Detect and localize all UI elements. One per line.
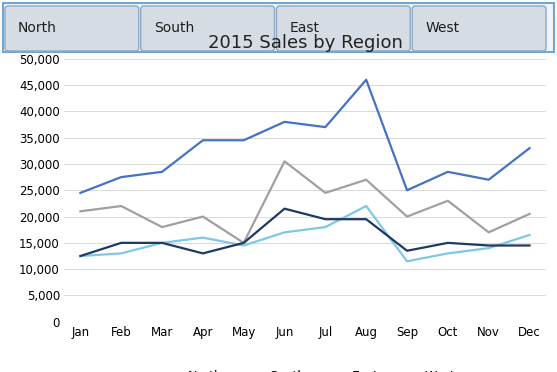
FancyBboxPatch shape	[276, 6, 411, 51]
West	[118, 241, 125, 245]
South	[281, 159, 288, 164]
East	[77, 190, 84, 195]
South	[485, 230, 492, 235]
North	[444, 251, 451, 256]
South	[77, 209, 84, 214]
West	[241, 241, 247, 245]
North	[241, 243, 247, 248]
FancyBboxPatch shape	[3, 3, 554, 52]
North	[199, 235, 206, 240]
East	[485, 177, 492, 182]
Text: South: South	[154, 22, 194, 35]
North	[77, 254, 84, 258]
Line: South: South	[80, 161, 530, 243]
West	[199, 251, 206, 256]
East	[241, 138, 247, 142]
West	[363, 217, 369, 221]
East	[444, 170, 451, 174]
North	[159, 241, 165, 245]
North	[485, 246, 492, 250]
Line: East: East	[80, 80, 530, 193]
South	[199, 214, 206, 219]
South	[241, 241, 247, 245]
East	[199, 138, 206, 142]
Line: North: North	[80, 206, 530, 261]
Text: West: West	[425, 22, 460, 35]
West	[444, 241, 451, 245]
South	[526, 212, 533, 216]
West	[485, 243, 492, 248]
South	[444, 199, 451, 203]
East	[159, 170, 165, 174]
Text: North: North	[18, 22, 57, 35]
West	[526, 243, 533, 248]
FancyBboxPatch shape	[141, 6, 275, 51]
North	[322, 225, 329, 229]
East	[363, 77, 369, 82]
North	[118, 251, 125, 256]
West	[281, 206, 288, 211]
East	[118, 175, 125, 179]
Title: 2015 Sales by Region: 2015 Sales by Region	[208, 33, 402, 52]
Line: West: West	[80, 209, 530, 256]
South	[118, 204, 125, 208]
North	[281, 230, 288, 235]
East	[322, 125, 329, 129]
East	[281, 120, 288, 124]
South	[322, 190, 329, 195]
Legend: North, South, East, West: North, South, East, West	[149, 365, 461, 372]
North	[363, 204, 369, 208]
West	[159, 241, 165, 245]
West	[77, 254, 84, 258]
North	[404, 259, 411, 263]
East	[404, 188, 411, 192]
West	[322, 217, 329, 221]
South	[159, 225, 165, 229]
South	[363, 177, 369, 182]
East	[526, 146, 533, 150]
West	[404, 248, 411, 253]
South	[404, 214, 411, 219]
FancyBboxPatch shape	[412, 6, 546, 51]
FancyBboxPatch shape	[5, 6, 139, 51]
North	[526, 233, 533, 237]
Text: East: East	[290, 22, 320, 35]
